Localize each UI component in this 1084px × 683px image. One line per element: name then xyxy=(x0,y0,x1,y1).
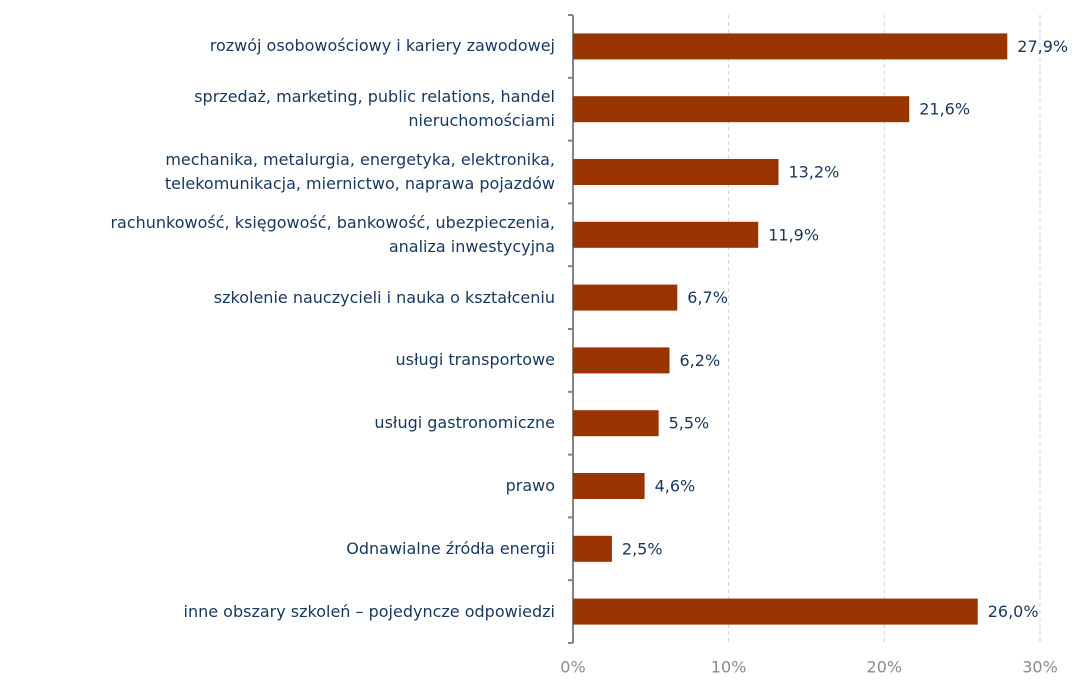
bar xyxy=(573,159,779,185)
bar xyxy=(573,96,910,123)
x-tick-label: 10% xyxy=(711,658,747,677)
value-label: 27,9% xyxy=(1017,37,1068,56)
x-tick-label: 30% xyxy=(1022,658,1058,677)
value-label: 5,5% xyxy=(669,414,710,433)
bar xyxy=(573,284,678,311)
value-label: 4,6% xyxy=(655,477,696,496)
x-tick-label: 20% xyxy=(867,658,903,677)
value-label: 21,6% xyxy=(919,100,970,119)
y-tick-label: rozwój osobowościowy i kariery zawodowej xyxy=(209,36,555,56)
y-tick-label: mechanika, metalurgia, energetyka, elekt… xyxy=(164,150,555,193)
y-tick-label: Odnawialne źródła energii xyxy=(346,538,555,558)
bar xyxy=(573,535,612,562)
y-tick-label: sprzedaż, marketing, public relations, h… xyxy=(194,87,555,131)
value-label: 11,9% xyxy=(768,225,819,244)
bar xyxy=(573,473,645,499)
bar xyxy=(573,33,1008,60)
y-tick-label: usługi transportowe xyxy=(395,350,556,370)
value-label: 26,0% xyxy=(988,602,1039,621)
value-label: 6,7% xyxy=(687,288,728,307)
value-label: 2,5% xyxy=(622,539,663,558)
value-label: 6,2% xyxy=(680,351,721,370)
y-tick-label: inne obszary szkoleń – pojedyncze odpowi… xyxy=(183,601,555,621)
bar xyxy=(573,410,659,437)
bar xyxy=(573,598,978,625)
y-tick-label: szkolenie nauczycieli i nauka o kształce… xyxy=(213,287,555,307)
value-label: 13,2% xyxy=(788,163,839,182)
y-tick-label: usługi gastronomiczne xyxy=(374,413,555,433)
y-tick-label: prawo xyxy=(505,476,555,495)
bar xyxy=(573,221,759,248)
x-tick-label: 0% xyxy=(560,658,585,677)
y-tick-label: rachunkowość, księgowość, bankowość, ube… xyxy=(110,212,555,256)
bar xyxy=(573,347,670,374)
